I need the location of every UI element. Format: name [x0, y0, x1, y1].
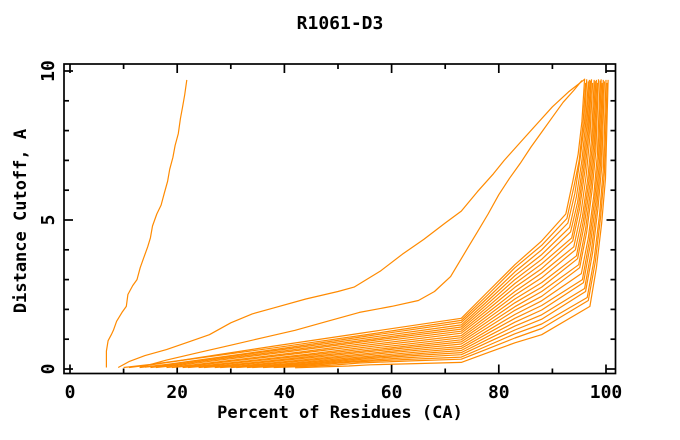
series-line: [166, 79, 593, 369]
series-line: [252, 81, 605, 369]
y-tick-label: 0: [38, 364, 59, 375]
x-axis-label: Percent of Residues (CA): [217, 403, 463, 423]
chart-title: R1061-D3: [296, 13, 384, 34]
series-line: [187, 81, 596, 369]
series-line: [230, 79, 602, 369]
x-tick-label: 40: [274, 382, 296, 403]
series-line: [220, 80, 601, 369]
series-line: [236, 82, 603, 369]
series-line: [144, 81, 589, 368]
series-line: [246, 79, 604, 369]
series-line: [262, 79, 607, 369]
series-line: [203, 82, 598, 369]
x-tick-label: 0: [65, 382, 76, 403]
series-line: [128, 82, 587, 369]
y-tick-label: 10: [38, 60, 59, 82]
series-line: [123, 78, 586, 369]
plot-frame: [63, 63, 617, 375]
series-line: [182, 79, 595, 369]
x-tick-label: 60: [381, 382, 403, 403]
series-line: [273, 82, 608, 369]
series-line: [155, 80, 592, 369]
series-line: [171, 82, 594, 369]
y-axis-label: Distance Cutoff, A: [11, 128, 31, 314]
series-line: [139, 80, 583, 369]
series-line: [150, 79, 590, 369]
series-line: [105, 79, 188, 368]
series-line: [214, 79, 600, 369]
x-tick-label: 100: [590, 382, 623, 403]
series-line: [117, 78, 585, 369]
series-line: [295, 79, 609, 369]
x-tick-label: 20: [166, 382, 188, 403]
y-tick-label: 5: [38, 215, 59, 226]
series-line: [198, 79, 597, 369]
x-tick-label: 80: [488, 382, 510, 403]
